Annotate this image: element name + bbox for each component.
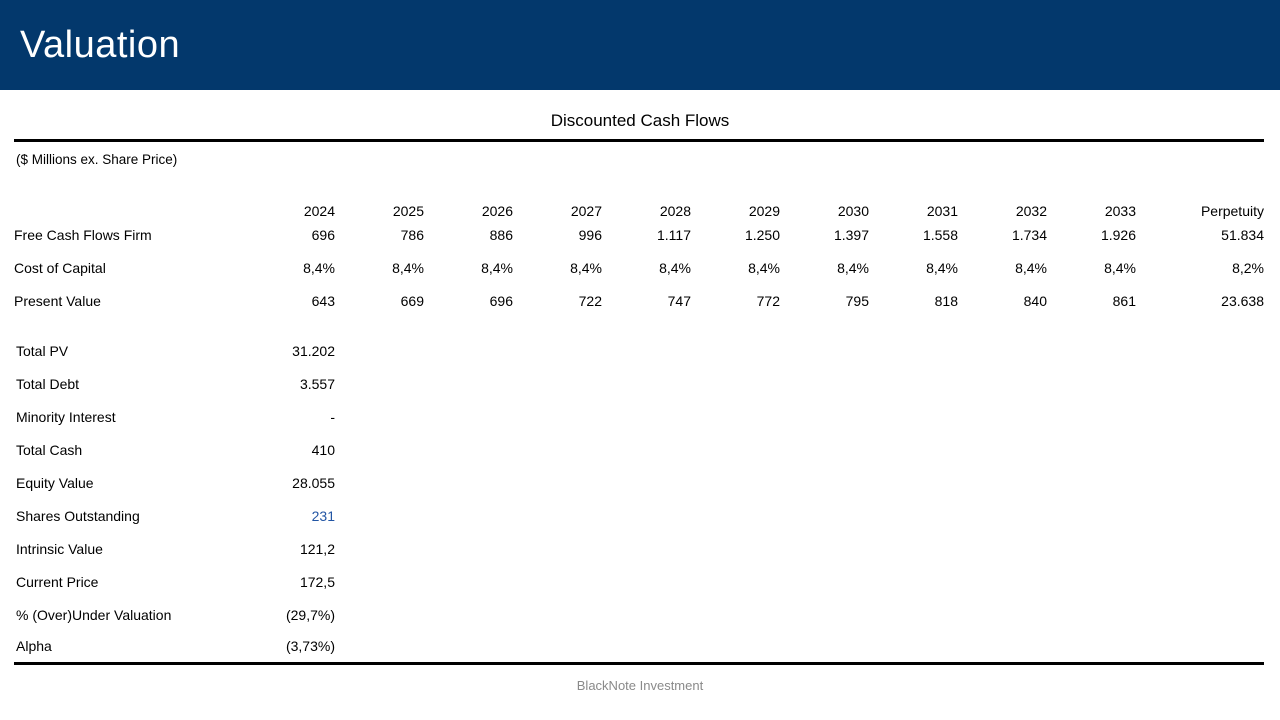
summary-row-shares-outstanding: Shares Outstanding 231 (14, 499, 335, 532)
year-cell: 2025 (392, 203, 424, 219)
slide-header-bar: Valuation (0, 0, 1280, 90)
value-cell: 8,4% (392, 260, 424, 276)
summary-label: Shares Outstanding (16, 507, 140, 524)
slide-title: Valuation (20, 24, 181, 66)
summary-value: 28.055 (292, 474, 335, 491)
value-cell: 747 (667, 293, 691, 309)
summary-label: Total PV (16, 342, 69, 359)
value-cell: 669 (400, 293, 424, 309)
value-cell: 643 (311, 293, 335, 309)
value-cell: 8,4% (837, 260, 869, 276)
value-cell: 1.117 (657, 227, 691, 243)
summary-value: 410 (311, 441, 335, 458)
summary-value: - (330, 408, 335, 425)
value-cell: 23.638 (1221, 293, 1264, 309)
year-cell: 2031 (926, 203, 958, 219)
value-cell: 840 (1023, 293, 1047, 309)
summary-value: (3,73%) (285, 637, 335, 654)
value-cell: 795 (845, 293, 869, 309)
summary-label: Minority Interest (16, 408, 116, 425)
value-cell: 886 (489, 227, 513, 243)
value-cell: 1.734 (1011, 227, 1047, 243)
dcf-years-row: 2024 2025 2026 2027 2028 2029 2030 2031 … (14, 191, 1264, 219)
summary-label: Alpha (16, 637, 52, 654)
value-cell: 8,4% (570, 260, 602, 276)
summary-row-alpha: Alpha (3,73%) (14, 631, 335, 660)
summary-label: Total Cash (16, 441, 83, 458)
value-cell: 1.397 (833, 227, 869, 243)
year-cell: 2030 (837, 203, 869, 219)
summary-row-total-pv: Total PV 31.202 (14, 334, 335, 367)
top-rule (14, 139, 1264, 142)
value-cell: 8,4% (303, 260, 335, 276)
summary-row-intrinsic-value: Intrinsic Value 121,2 (14, 532, 335, 565)
year-cell: 2024 (303, 203, 335, 219)
year-cell: 2028 (659, 203, 691, 219)
summary-label: Total Debt (16, 375, 80, 392)
value-cell: 786 (400, 227, 424, 243)
summary-label: Current Price (16, 573, 99, 590)
summary-row-over-under-valuation: % (Over)Under Valuation (29,7%) (14, 598, 335, 631)
summary-value: (29,7%) (285, 606, 335, 623)
year-cell: 2029 (748, 203, 780, 219)
summary-row-equity-value: Equity Value 28.055 (14, 466, 335, 499)
dcf-table: 2024 2025 2026 2027 2028 2029 2030 2031 … (14, 191, 1264, 309)
year-cell: 2027 (570, 203, 602, 219)
value-cell: 772 (756, 293, 780, 309)
units-note: ($ Millions ex. Share Price) (16, 152, 178, 167)
value-cell: 8,4% (1015, 260, 1047, 276)
value-cell: 8,4% (1104, 260, 1136, 276)
valuation-summary: Total PV 31.202 Total Debt 3.557 Minorit… (14, 334, 335, 660)
value-cell: 996 (578, 227, 602, 243)
value-cell: 722 (578, 293, 602, 309)
row-label: Cost of Capital (14, 260, 106, 276)
table-title: Discounted Cash Flows (550, 111, 730, 130)
value-cell: 1.926 (1100, 227, 1136, 243)
value-cell: 8,4% (748, 260, 780, 276)
summary-value: 121,2 (299, 540, 335, 557)
value-cell: 8,4% (926, 260, 958, 276)
summary-label: % (Over)Under Valuation (16, 606, 172, 623)
value-cell: 1.250 (744, 227, 780, 243)
row-label: Free Cash Flows Firm (14, 227, 152, 243)
value-cell: 8,4% (481, 260, 513, 276)
value-cell: 8,4% (659, 260, 691, 276)
dcf-row-present-value: Present Value 643 669 696 722 747 772 79… (14, 276, 1264, 309)
year-cell: 2033 (1104, 203, 1136, 219)
footer-brand: BlackNote Investment (576, 678, 704, 693)
summary-row-total-debt: Total Debt 3.557 (14, 367, 335, 400)
dcf-row-free-cash-flows: Free Cash Flows Firm 696 786 886 996 1.1… (14, 219, 1264, 243)
summary-label: Intrinsic Value (16, 540, 103, 557)
summary-row-minority-interest: Minority Interest - (14, 400, 335, 433)
empty-corner-cell (14, 191, 246, 219)
summary-row-current-price: Current Price 172,5 (14, 565, 335, 598)
value-cell: 51.834 (1221, 227, 1264, 243)
value-cell: 696 (311, 227, 335, 243)
summary-label: Equity Value (16, 474, 94, 491)
value-cell: 818 (934, 293, 958, 309)
summary-value-highlighted: 231 (311, 507, 335, 524)
summary-value: 31.202 (292, 342, 335, 359)
row-label: Present Value (14, 293, 101, 309)
value-cell: 1.558 (922, 227, 958, 243)
year-cell: 2026 (481, 203, 513, 219)
value-cell: 696 (489, 293, 513, 309)
summary-value: 3.557 (299, 375, 335, 392)
year-cell: Perpetuity (1200, 203, 1264, 219)
value-cell: 8,2% (1232, 260, 1264, 276)
dcf-row-cost-of-capital: Cost of Capital 8,4% 8,4% 8,4% 8,4% 8,4%… (14, 243, 1264, 276)
summary-value: 172,5 (299, 573, 335, 590)
year-cell: 2032 (1015, 203, 1047, 219)
bottom-rule (14, 662, 1264, 665)
value-cell: 861 (1112, 293, 1136, 309)
summary-row-total-cash: Total Cash 410 (14, 433, 335, 466)
